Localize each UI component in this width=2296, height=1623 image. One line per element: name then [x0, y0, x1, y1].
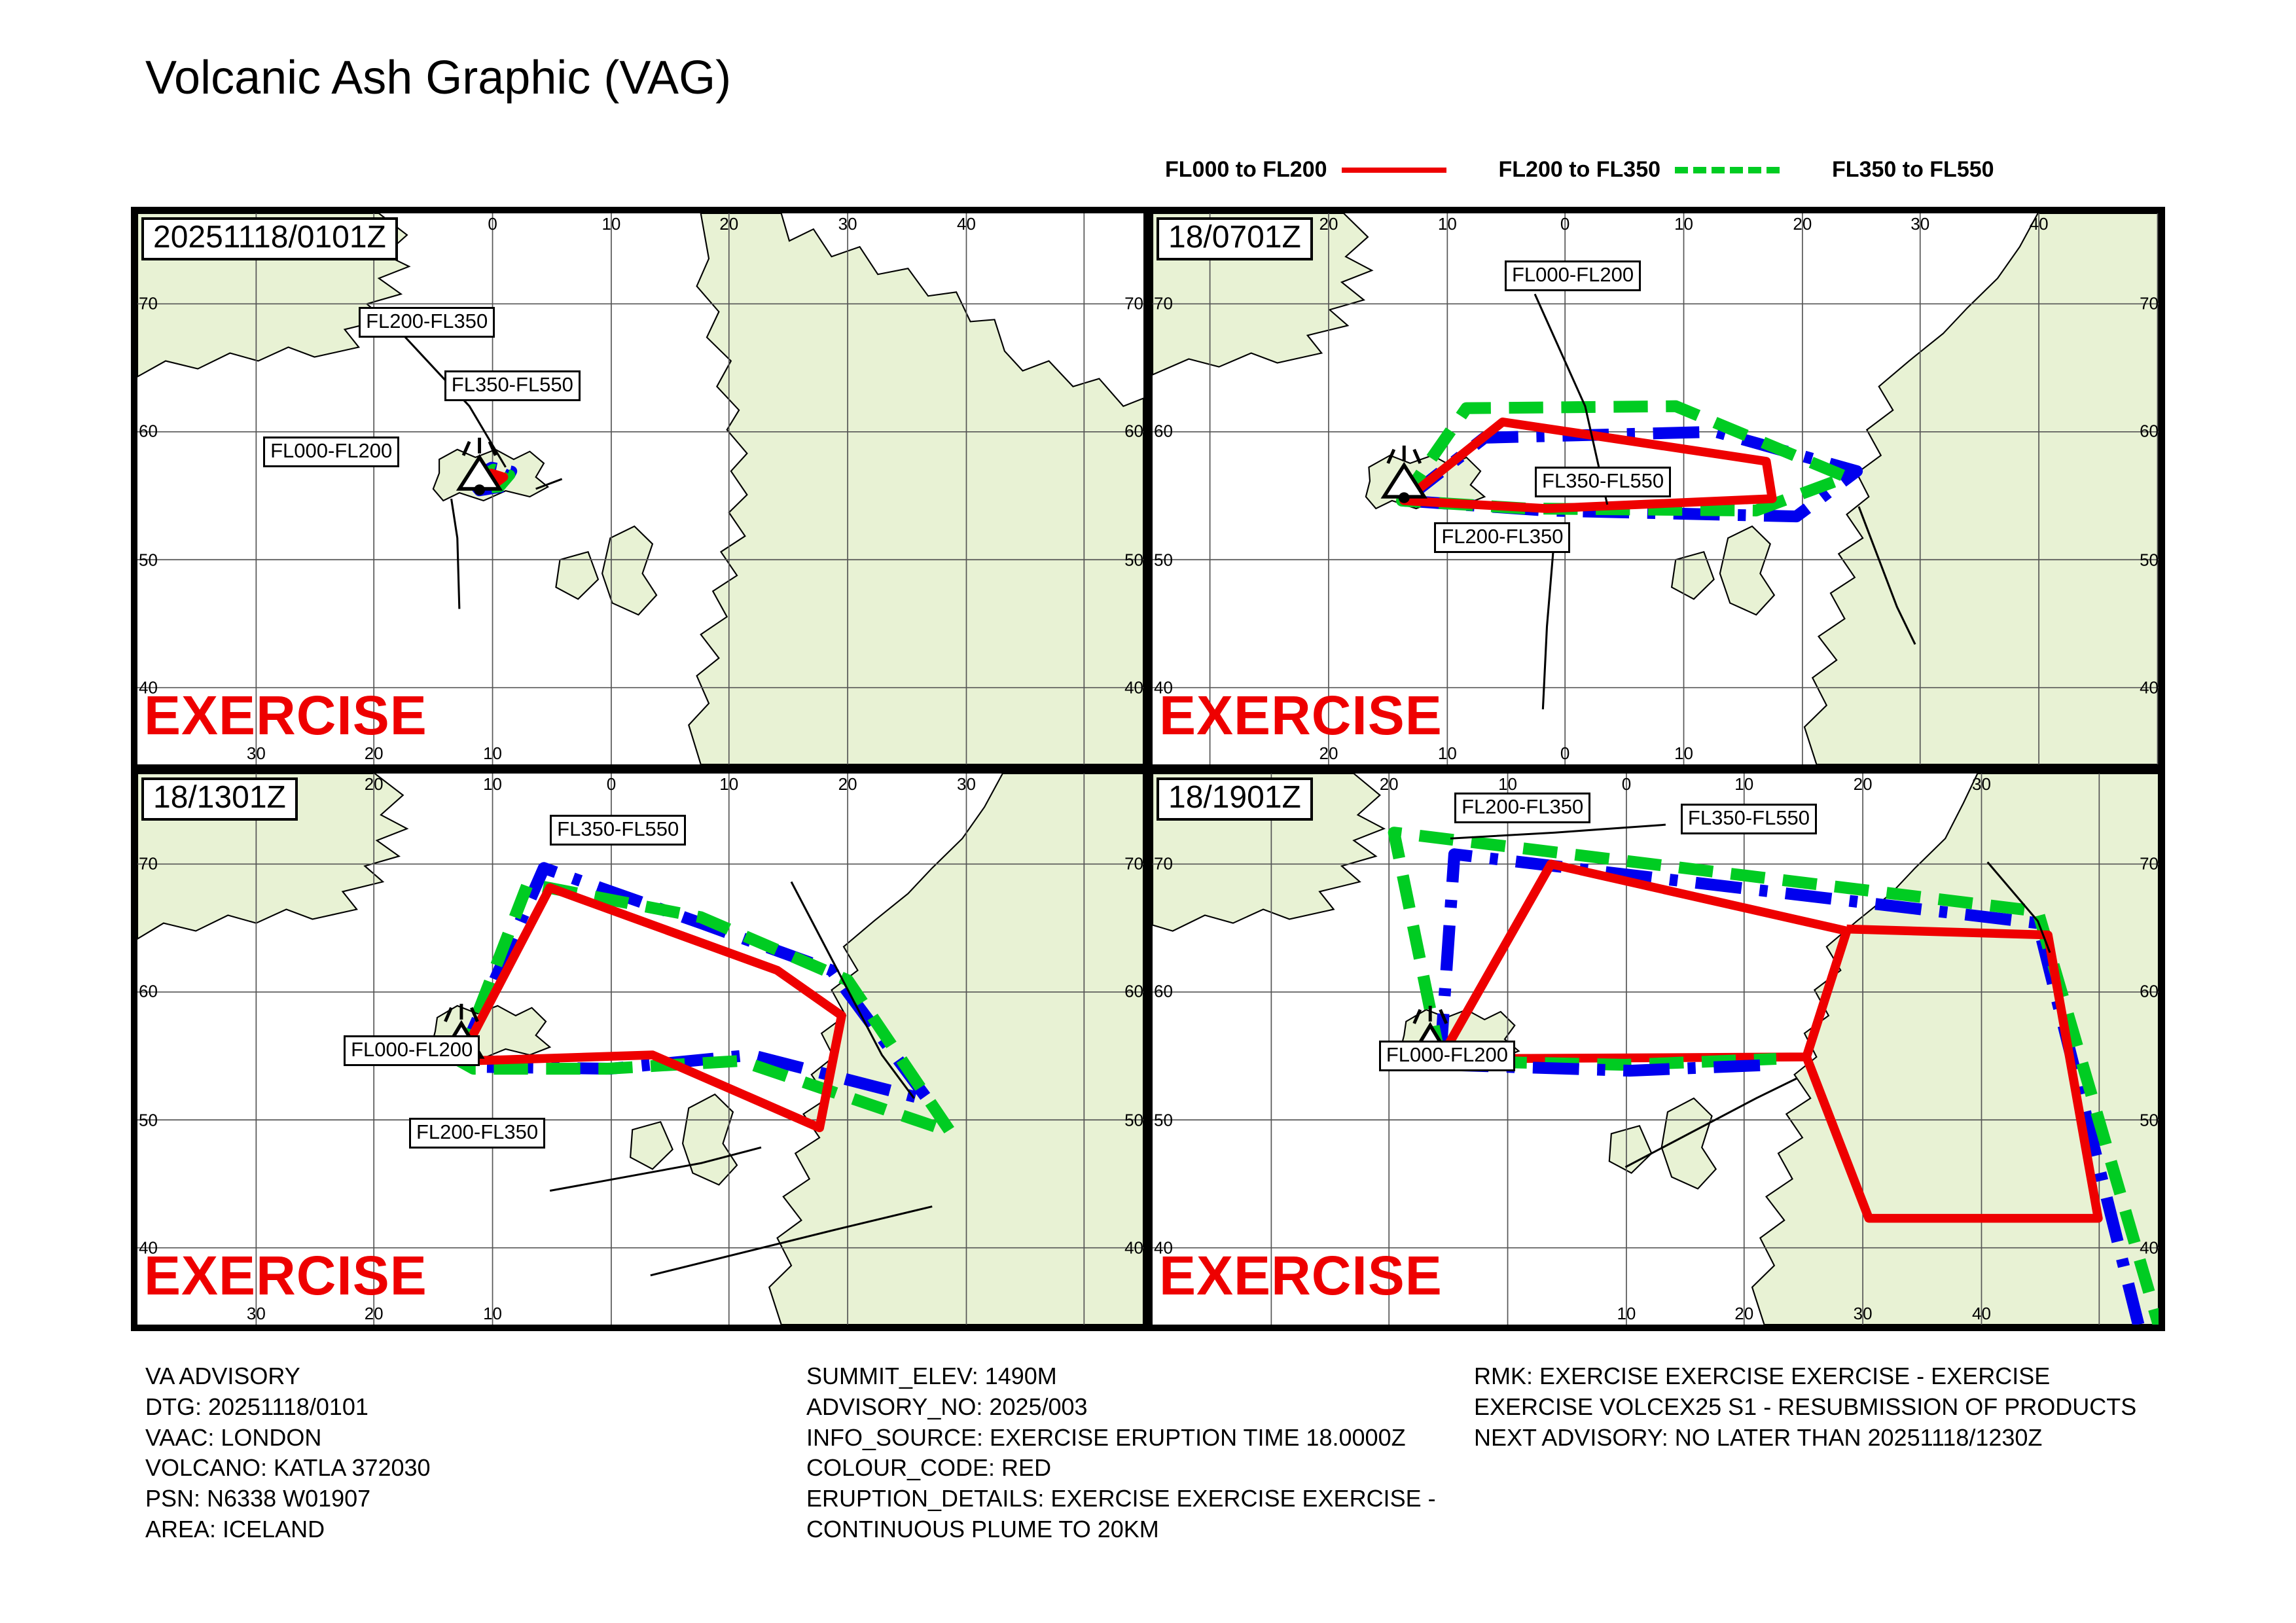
callout-fl000-fl200-p2: FL000-FL200: [1504, 260, 1641, 291]
graticule: [1153, 213, 2159, 764]
ash-polygons-3: [453, 862, 957, 1138]
ash-polygons-4: [1388, 827, 2159, 1325]
great-britain-landmass: [601, 525, 658, 616]
polygon-fl200-fl350: [453, 878, 957, 1138]
legend-item-fl000-fl200: FL000 to FL200: [1165, 157, 1446, 183]
polygon-fl000-fl200-lower: [1802, 924, 2103, 1223]
map-canvas-3: [137, 774, 1143, 1325]
panel-timestamp-2: 18/0701Z: [1157, 217, 1313, 261]
callout-leaders-4: [1450, 823, 2051, 1168]
callout-leaders-1: [388, 319, 563, 609]
graticule: [137, 213, 1143, 764]
legend-line-dashed-green-icon: [1675, 162, 1780, 179]
exercise-watermark-1: EXERCISE: [144, 685, 427, 746]
legend-item-fl200-fl350: FL200 to FL350: [1499, 157, 1780, 183]
advisory-line-psn: PSN: N6338 W01907: [145, 1485, 371, 1512]
great-britain-landmass: [681, 1093, 738, 1186]
page-title: Volcanic Ash Graphic (VAG): [145, 52, 732, 104]
map-canvas-4: [1153, 774, 2159, 1325]
flight-level-legend: FL000 to FL200 FL200 to FL350 FL350 to F…: [1165, 157, 2113, 183]
map-panel-1[interactable]: 10 0 10 20 30 40 70 60 50 40 70 60 50 40…: [137, 213, 1143, 764]
callout-fl200-fl350-p3: FL200-FL350: [408, 1118, 546, 1149]
map-panel-2[interactable]: 20 10 0 10 20 30 40 70 60 50 40 70 60 50…: [1153, 213, 2159, 764]
europe-landmass: [768, 774, 1143, 1325]
advisory-line-eruption-details: ERUPTION_DETAILS: EXERCISE EXERCISE EXER…: [806, 1485, 1443, 1543]
callout-fl000-fl200-p1: FL000-FL200: [263, 437, 400, 467]
advisory-line-next-advisory: NEXT ADVISORY: NO LATER THAN 20251118/12…: [1474, 1423, 2043, 1451]
map-canvas-1: [137, 213, 1143, 764]
polygon-fl200-fl350: [1395, 400, 1853, 517]
volcano-symbol-icon: [456, 437, 503, 495]
legend-label-fl000-fl200: FL000 to FL200: [1165, 157, 1327, 182]
europe-landmass: [1803, 213, 2159, 764]
panel-timestamp-3: 18/1301Z: [141, 777, 298, 821]
polygon-fl000-fl200: [1399, 417, 1777, 513]
ireland-landmass: [555, 550, 600, 600]
ireland-landmass: [630, 1120, 673, 1170]
ireland-landmass: [1608, 1125, 1653, 1174]
polygon-fl350-fl550: [1434, 848, 2145, 1325]
advisory-column-1: VA ADVISORY DTG: 20251118/0101 VAAC: LON…: [145, 1361, 793, 1545]
map-panel-grid: 10 0 10 20 30 40 70 60 50 40 70 60 50 40…: [131, 207, 2165, 1331]
ireland-landmass: [1670, 550, 1715, 600]
advisory-line-dtg: DTG: 20251118/0101: [145, 1393, 368, 1420]
advisory-line-vaac: VAAC: LONDON: [145, 1423, 322, 1451]
great-britain-landmass: [1719, 525, 1776, 616]
legend-label-fl350-fl550: FL350 to FL550: [1832, 157, 1994, 182]
advisory-line-rmk: RMK: EXERCISE EXERCISE EXERCISE - EXERCI…: [1474, 1363, 2137, 1420]
legend-item-fl350-fl550: FL350 to FL550: [1832, 157, 2113, 183]
panel-timestamp-4: 18/1901Z: [1157, 777, 1313, 821]
legend-line-solid-red-icon: [1341, 162, 1446, 179]
ash-polygons-2: [1395, 400, 1863, 523]
exercise-watermark-4: EXERCISE: [1159, 1245, 1443, 1306]
polygon-fl350-fl550-south: [1442, 1059, 1773, 1077]
advisory-line-colour-code: COLOUR_CODE: RED: [806, 1454, 1052, 1482]
map-canvas-2: [1153, 213, 2159, 764]
advisory-column-2: SUMMIT_ELEV: 1490M ADVISORY_NO: 2025/003…: [806, 1361, 1467, 1545]
callout-fl200-fl350-p4: FL200-FL350: [1454, 793, 1591, 824]
callout-fl350-fl550-p2: FL350-FL550: [1535, 467, 1672, 498]
advisory-column-3: RMK: EXERCISE EXERCISE EXERCISE - EXERCI…: [1474, 1361, 2168, 1453]
advisory-line-summit-elev: SUMMIT_ELEV: 1490M: [806, 1363, 1057, 1389]
europe-landmass: [688, 213, 1143, 764]
advisory-line-info-source: INFO_SOURCE: EXERCISE ERUPTION TIME 18.0…: [806, 1423, 1406, 1451]
exercise-watermark-3: EXERCISE: [144, 1245, 427, 1306]
advisory-line-volcano: VOLCANO: KATLA 372030: [145, 1454, 431, 1482]
landmasses: [1153, 774, 2159, 1325]
advisory-line-advisory-no: ADVISORY_NO: 2025/003: [806, 1393, 1088, 1420]
advisory-line-va-advisory: VA ADVISORY: [145, 1363, 300, 1389]
legend-line-dashdot-blue-icon: [2009, 162, 2113, 179]
callout-fl350-fl550-p4: FL350-FL550: [1680, 804, 1818, 835]
callout-fl350-fl550-p3: FL350-FL550: [550, 815, 687, 846]
callout-fl200-fl350-p1: FL200-FL350: [359, 307, 495, 338]
callout-fl000-fl200-p3: FL000-FL200: [344, 1035, 480, 1066]
callout-leaders-3: [549, 881, 933, 1277]
volcano-symbol-icon: [1380, 445, 1427, 503]
map-panel-4[interactable]: 30 20 10 0 10 20 30 70 60 50 40 70 60 50…: [1153, 774, 2159, 1325]
landmasses: [137, 213, 1143, 764]
callout-fl000-fl200-p4: FL000-FL200: [1378, 1041, 1515, 1072]
polygon-fl200-fl350: [1388, 827, 2159, 1325]
advisory-line-area: AREA: ICELAND: [145, 1515, 325, 1543]
polygon-fl000-fl200: [454, 883, 846, 1133]
exercise-watermark-2: EXERCISE: [1159, 685, 1443, 746]
landmasses: [137, 774, 1143, 1325]
map-panel-3[interactable]: 30 20 10 0 10 20 30 70 60 50 40 70 60 50…: [137, 774, 1143, 1325]
callout-fl200-fl350-p2: FL200-FL350: [1434, 522, 1571, 553]
great-britain-landmass: [1660, 1097, 1717, 1190]
panel-timestamp-1: 20251118/0101Z: [141, 217, 398, 261]
callout-fl350-fl550-p1: FL350-FL550: [444, 370, 581, 401]
legend-label-fl200-fl350: FL200 to FL350: [1498, 157, 1661, 182]
